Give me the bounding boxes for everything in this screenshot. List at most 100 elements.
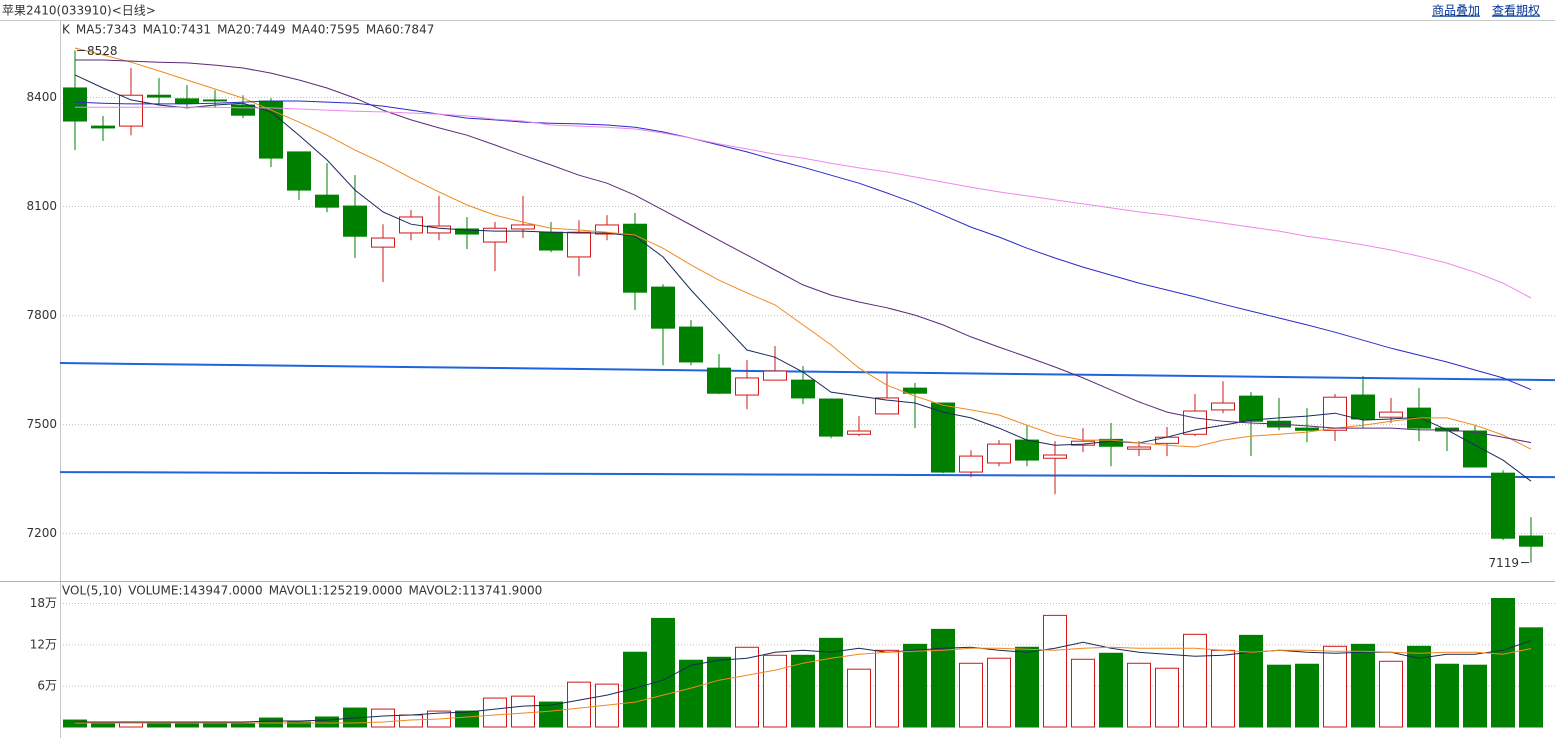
candle-body <box>679 326 703 363</box>
volume-bar <box>735 646 759 728</box>
volume-bar <box>651 617 675 728</box>
legend-label: VOL(5,10) <box>62 584 122 598</box>
y-tick-label: 8100 <box>26 199 57 213</box>
volume-bar <box>1435 663 1459 728</box>
volume-bar <box>1323 645 1347 728</box>
legend-entry: MA60:7847 <box>366 23 434 37</box>
volume-bar <box>287 721 311 728</box>
volume-bar <box>1071 658 1095 728</box>
volume-bar <box>623 651 647 728</box>
volume-bar <box>1239 634 1263 728</box>
candle-body <box>903 387 927 394</box>
ma-line <box>74 74 1532 482</box>
candle-body <box>1323 396 1347 431</box>
candle-body <box>203 99 227 102</box>
volume-bar <box>567 681 591 728</box>
volume-bar <box>1407 645 1431 728</box>
y-tick-label: 6万 <box>37 679 57 693</box>
candle-body <box>707 367 731 394</box>
candle-body <box>1519 535 1543 547</box>
ma-line <box>75 59 1532 444</box>
candle-body <box>931 402 955 473</box>
volume-bar <box>959 662 983 728</box>
volume-bar <box>483 697 507 728</box>
candle-body <box>959 455 983 473</box>
candle-body <box>791 379 815 399</box>
options-link[interactable]: 查看期权 <box>1492 4 1540 18</box>
candle-body <box>427 225 451 234</box>
volume-bar <box>1379 660 1403 728</box>
candle-body <box>1351 394 1375 420</box>
candle-body <box>1183 410 1207 435</box>
candle-body <box>539 231 563 251</box>
legend-label: K <box>62 23 71 37</box>
volume-bar <box>1183 633 1207 728</box>
annotation: 8528 <box>87 44 118 58</box>
ma-line <box>74 100 1532 391</box>
candle-body <box>567 231 591 258</box>
candle-body <box>455 228 479 235</box>
candle-body <box>371 237 395 248</box>
volume-bar <box>511 695 535 728</box>
volume-bar <box>1463 664 1487 728</box>
volume-bar <box>1155 667 1179 728</box>
volume-bar <box>875 649 899 728</box>
candle-body <box>315 194 339 208</box>
volume-bar <box>1211 649 1235 728</box>
y-tick-label: 12万 <box>30 637 57 651</box>
candle-body <box>1015 439 1039 461</box>
volume-bar <box>847 668 871 728</box>
candle-body <box>1379 411 1403 418</box>
candle-body <box>63 87 87 122</box>
volume-bar <box>987 657 1011 728</box>
candle-body <box>287 151 311 191</box>
trend-line <box>59 362 1555 382</box>
volume-bar <box>203 722 227 728</box>
volume-bar <box>1351 643 1375 728</box>
volume-bar <box>371 708 395 728</box>
volume-bar <box>791 654 815 728</box>
trend-line <box>59 471 1555 479</box>
volume-bar <box>707 656 731 728</box>
candle-body <box>1127 446 1151 450</box>
overlay-link[interactable]: 商品叠加 <box>1432 3 1480 18</box>
legend-entry: MA10:7431 <box>143 23 211 37</box>
volume-bar <box>1295 663 1319 728</box>
volume-bar <box>1015 646 1039 728</box>
volume-bar <box>679 659 703 728</box>
volume-bar <box>1043 614 1067 728</box>
candle-body <box>147 94 171 98</box>
candle-body <box>651 286 675 329</box>
volume-bar <box>91 722 115 728</box>
candle-body <box>623 223 647 293</box>
candle-body <box>231 104 255 116</box>
annotation: 7119 <box>1488 556 1519 570</box>
candle-body <box>511 224 535 230</box>
candle-body <box>1239 395 1263 422</box>
volume-bar <box>315 716 339 728</box>
candle-body <box>1043 454 1067 459</box>
ma-line <box>74 47 1532 450</box>
volume-bar <box>147 722 171 728</box>
volume-bar <box>931 628 955 728</box>
legend-entry: MA40:7595 <box>292 23 360 37</box>
candle-body <box>819 398 843 437</box>
candle-body <box>763 370 787 381</box>
candle-body <box>1491 472 1515 539</box>
volume-bar <box>1491 598 1515 728</box>
candle-body <box>1155 436 1179 444</box>
y-tick-label: 8400 <box>26 90 57 104</box>
y-tick-label: 18万 <box>30 596 57 610</box>
volume-bar <box>1099 652 1123 728</box>
volume-bar <box>231 722 255 728</box>
candle-body <box>1211 402 1235 411</box>
candle-body <box>119 94 143 127</box>
y-tick-label: 7500 <box>26 417 57 431</box>
legend-entry: MAVOL2:113741.9000 <box>408 584 542 598</box>
candle-body <box>343 205 367 237</box>
volume-bar <box>455 710 479 728</box>
candle-body <box>1295 427 1319 431</box>
candle-body <box>91 125 115 129</box>
volume-bar <box>1267 664 1291 728</box>
